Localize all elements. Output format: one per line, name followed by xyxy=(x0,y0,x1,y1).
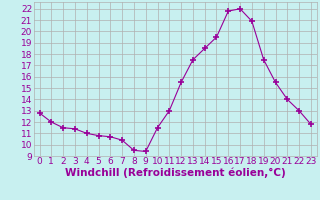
X-axis label: Windchill (Refroidissement éolien,°C): Windchill (Refroidissement éolien,°C) xyxy=(65,168,285,178)
